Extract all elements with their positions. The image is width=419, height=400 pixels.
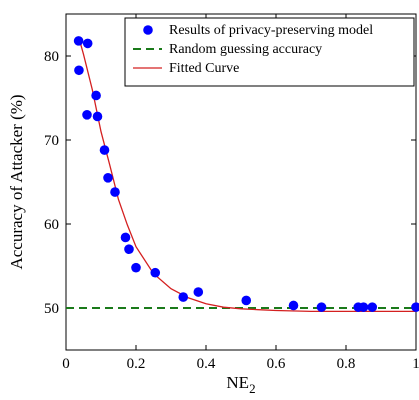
data-point [82,110,92,120]
data-point [316,302,327,312]
y-axis-label: Accuracy of Attacker (%) [7,94,26,269]
data-point [367,302,378,312]
series-layer [66,36,419,313]
data-point [99,145,110,155]
legend-box [124,17,415,87]
data-point [193,287,204,297]
data-point [150,267,161,278]
legend-label: Random guessing accuracy [169,42,322,57]
data-point [103,173,113,183]
x-tick-label: 0.8 [337,356,356,372]
data-point [92,111,103,122]
x-axis-label-subscript: 2 [249,381,256,396]
x-axis-label-main: NE [226,373,249,392]
data-point [288,300,299,311]
fitted-curve-line [77,36,416,313]
data-point [178,292,189,302]
data-point [73,36,84,46]
data-point [91,90,101,101]
legend-marker-results [143,25,153,35]
data-point [74,65,84,76]
data-point [411,302,419,312]
x-tick-label: 0.6 [267,356,286,372]
x-tick-label: 0 [62,356,70,372]
x-tick-label: 0.2 [127,356,146,372]
legend-label: Fitted Curve [169,61,239,76]
data-point [82,38,93,49]
legend: Results of privacy-preserving model Rando… [124,17,415,87]
x-axis: 0 0.2 0.4 0.6 0.8 1 [62,14,419,372]
y-tick-label: 60 [44,217,59,233]
legend-label: Results of privacy-preserving model [169,23,373,38]
y-axis: 50 60 70 80 [44,49,416,317]
data-point [110,187,120,197]
data-point [131,262,141,273]
data-point [358,302,369,312]
data-point [241,295,252,306]
plot-frame [65,13,417,351]
y-tick-label: 80 [44,49,59,65]
x-tick-label: 0.4 [197,356,216,372]
x-tick-label: 1 [412,356,419,372]
x-axis-label: NE2 [226,373,255,396]
data-point [124,244,134,254]
y-tick-label: 50 [44,301,59,317]
y-tick-label: 70 [44,133,59,149]
data-point [120,232,131,243]
